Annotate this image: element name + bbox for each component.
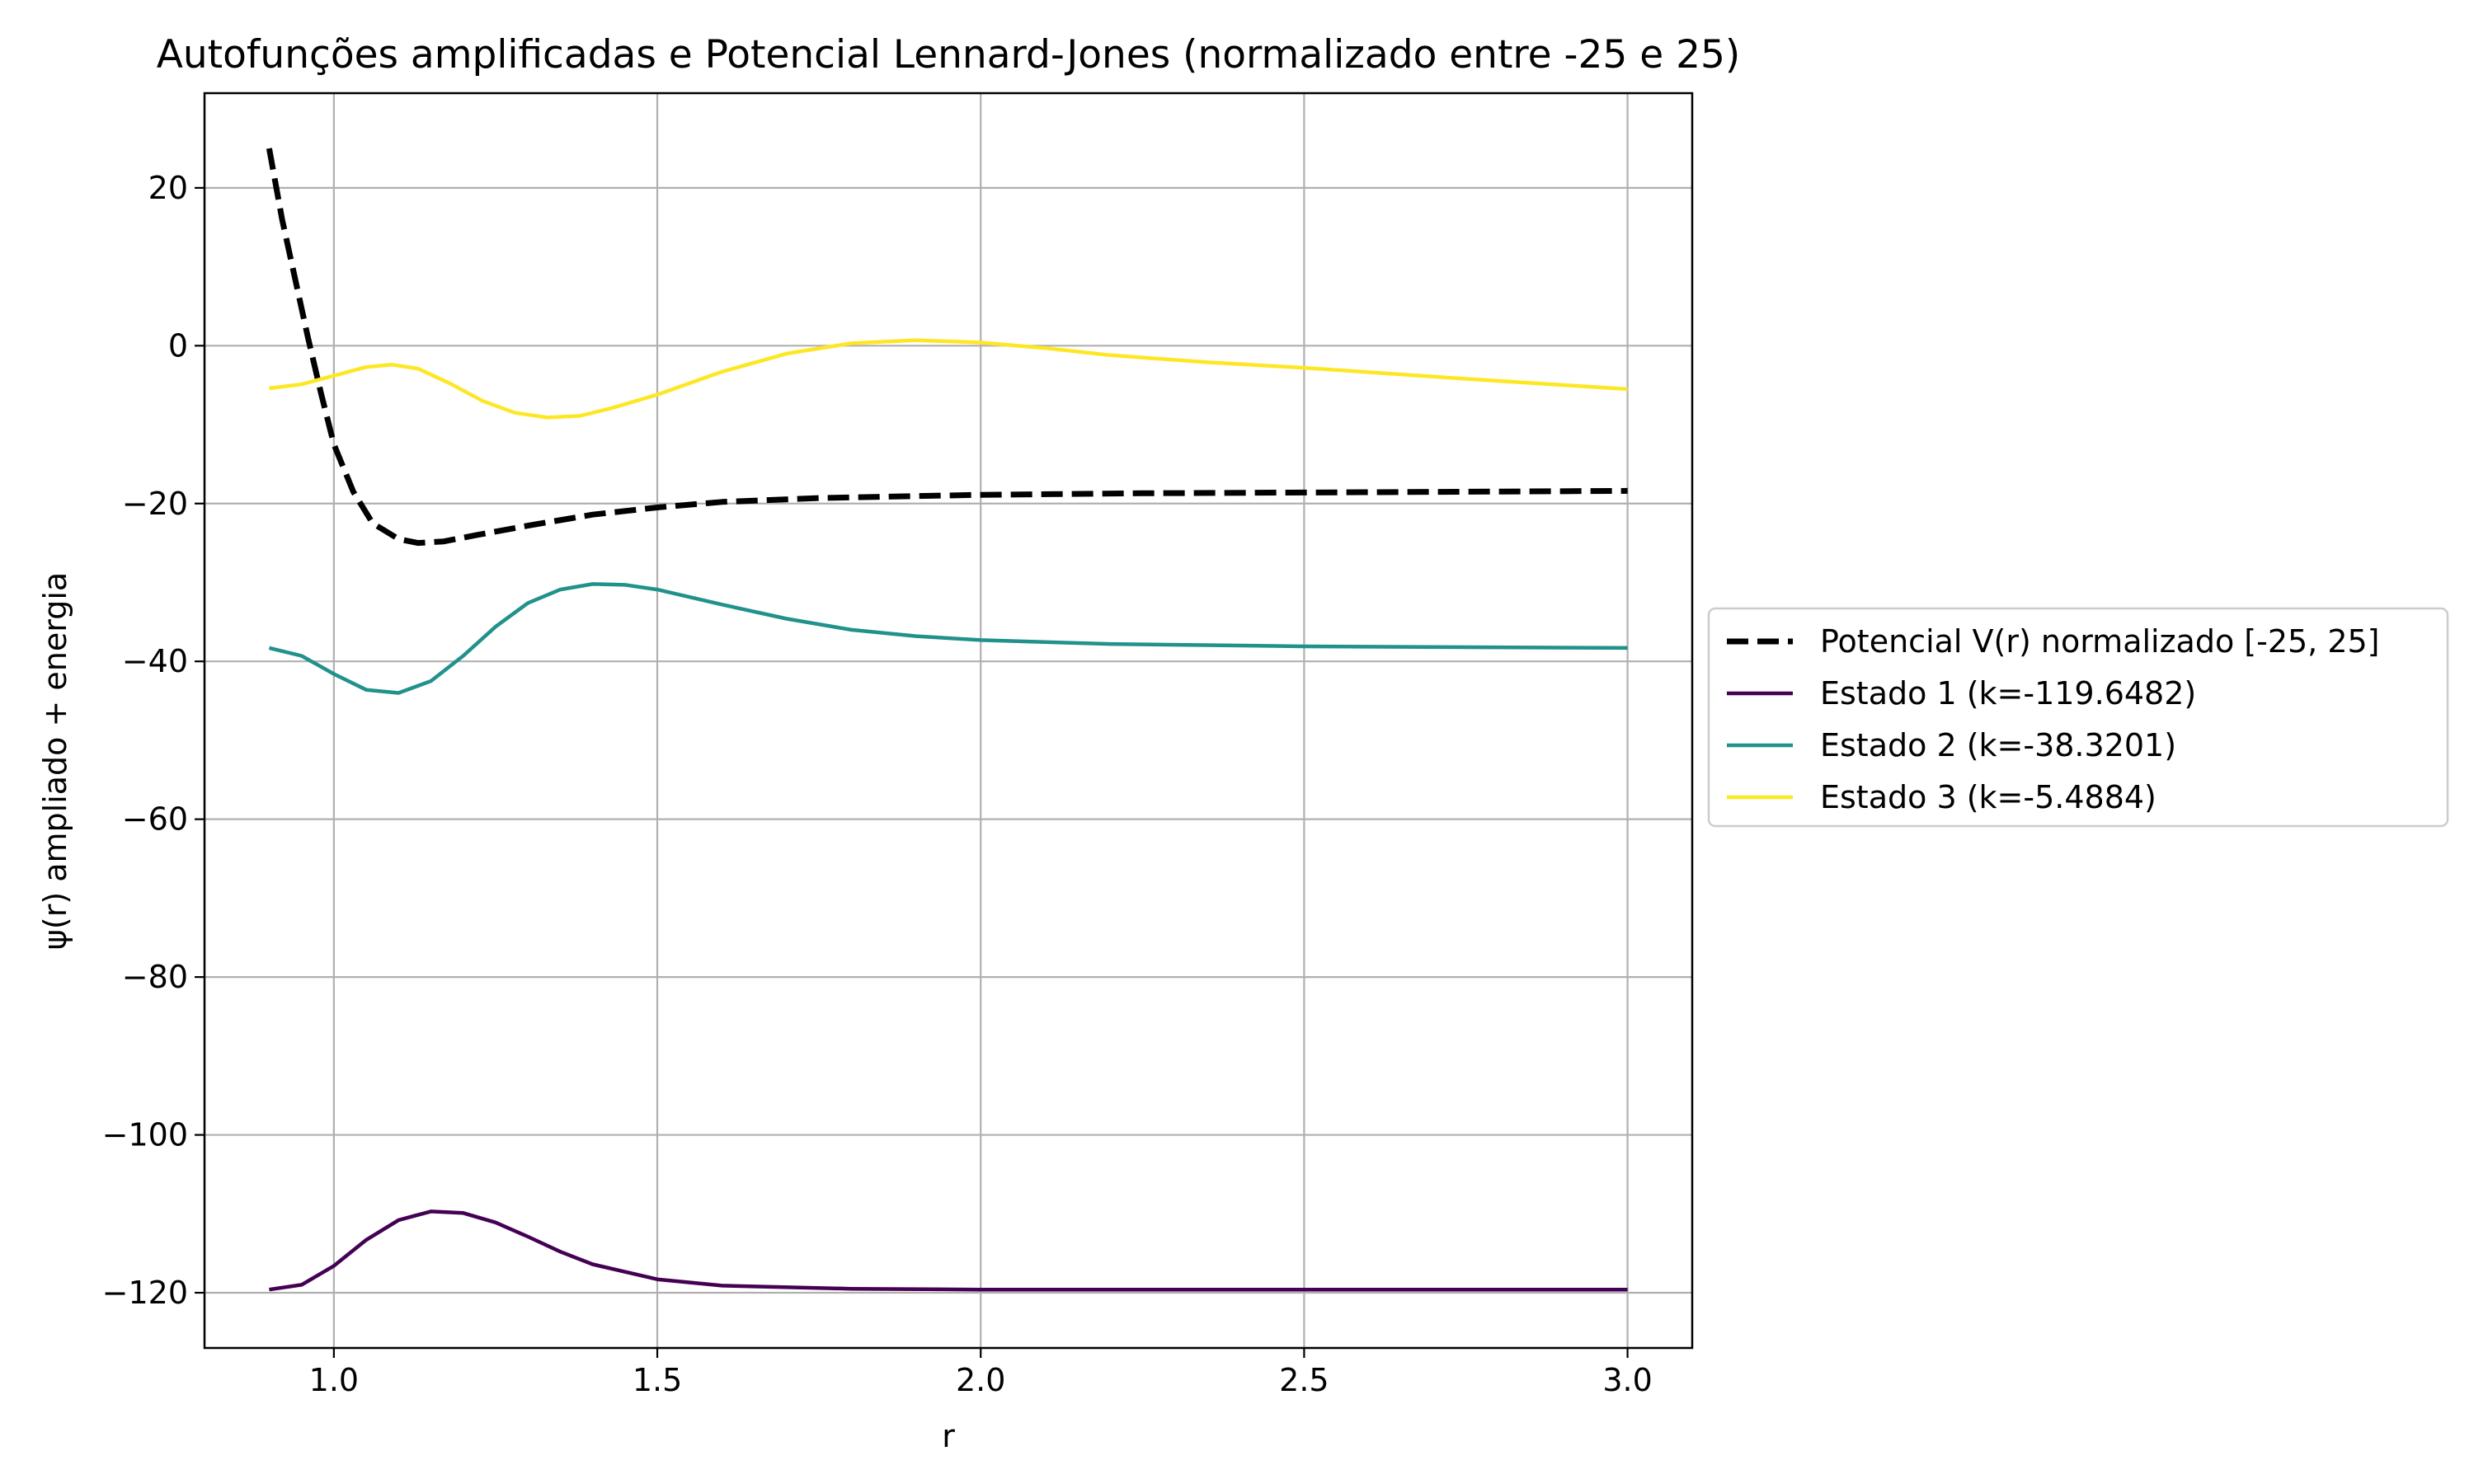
series-line-3 [268, 582, 1628, 695]
y-tick-label: −120 [102, 1275, 188, 1311]
series-line-2 [269, 1209, 1628, 1292]
x-tick-label: 1.0 [309, 1362, 359, 1398]
series-line-1 [266, 148, 1628, 547]
y-tick-label: −100 [102, 1117, 188, 1153]
series-line-4 [269, 338, 1628, 420]
x-tick-label: 3.0 [1602, 1362, 1652, 1398]
plot-frame [203, 92, 1694, 1350]
x-axis-label: r [942, 1418, 955, 1454]
y-tick-label: −40 [122, 643, 188, 679]
x-tick-label: 1.5 [633, 1362, 682, 1398]
plot-area: 1.0 1.5 2.0 2.5 3.0 20 0 −20 −40 −60 −80 −100 −120 [102, 92, 1694, 1398]
y-tick-label: −80 [122, 959, 188, 995]
y-axis-label: ψ(r) ampliado + energia [37, 572, 73, 950]
legend-label-2: Estado 1 (k=-119.6482) [1820, 675, 2196, 711]
x-tick-label: 2.0 [956, 1362, 1005, 1398]
legend-label-1: Potencial V(r) normalizado [-25, 25] [1820, 623, 2380, 660]
legend-label-4: Estado 3 (k=-5.4884) [1820, 779, 2157, 815]
y-tick-label: −60 [122, 801, 188, 838]
x-tick-label: 2.5 [1279, 1362, 1329, 1398]
legend-box [1707, 607, 2449, 828]
chart-title: Autofunções amplificadas e Potencial Len… [157, 32, 1741, 77]
y-tick-label: 0 [168, 327, 188, 364]
legend: Potencial V(r) normalizado [-25, 25] Esta… [1707, 607, 2449, 828]
y-tick-label: −20 [122, 486, 188, 522]
y-tick-label: 20 [148, 170, 188, 206]
legend-label-3: Estado 2 (k=-38.3201) [1820, 727, 2176, 763]
